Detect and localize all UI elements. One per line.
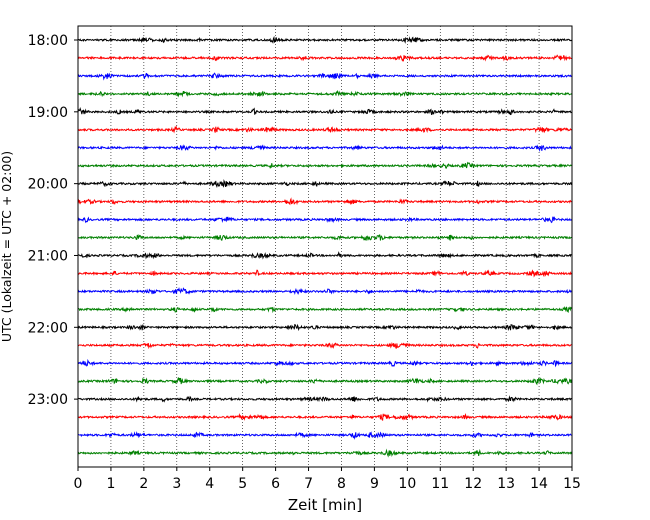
trace-line (77, 376, 573, 386)
x-tick-label: 14 (530, 476, 548, 492)
x-tick-label: 13 (497, 476, 515, 492)
trace-line (77, 35, 573, 44)
trace-line (77, 395, 573, 403)
trace-line (77, 305, 573, 314)
trace-line (77, 178, 573, 188)
trace-line (77, 431, 573, 440)
y-tick-label: 21:00 (28, 248, 68, 264)
trace-line (77, 341, 573, 350)
trace-line (77, 197, 573, 206)
y-tick-label: 22:00 (28, 320, 68, 336)
trace-line (77, 234, 573, 241)
x-tick-label: 11 (431, 476, 449, 492)
y-tick-label: 20:00 (28, 177, 68, 193)
x-tick-label: 15 (563, 476, 581, 492)
trace-line (77, 216, 573, 224)
y-tick-label: 18:00 (28, 33, 68, 49)
trace-line (77, 448, 573, 458)
y-axis-label: UTC (Lokalzeit = UTC + 02:00) (0, 151, 14, 342)
x-tick-label: 5 (238, 476, 247, 492)
x-tick-label: 6 (271, 476, 280, 492)
x-tick-label: 2 (139, 476, 148, 492)
seismic-traces (77, 35, 573, 458)
x-axis-ticks: 0 1 2 3 4 5 6 7 8 9 10 11 12 13 14 15 (74, 467, 581, 492)
trace-line (77, 125, 573, 134)
trace-line (77, 89, 573, 98)
grid-lines (110, 26, 540, 467)
trace-line (77, 358, 573, 368)
x-tick-label: 0 (74, 476, 83, 492)
x-tick-label: 9 (370, 476, 379, 492)
x-axis-label: Zeit [min] (288, 496, 362, 514)
x-tick-label: 10 (398, 476, 416, 492)
x-tick-label: 12 (464, 476, 482, 492)
x-tick-label: 3 (172, 476, 181, 492)
trace-line (77, 54, 573, 63)
y-axis-ticks: 18:00 19:00 20:00 21:00 22:00 23:00 (28, 33, 78, 408)
trace-line (77, 413, 573, 421)
x-tick-label: 1 (106, 476, 115, 492)
trace-line (77, 107, 573, 116)
x-tick-label: 8 (337, 476, 346, 492)
x-tick-label: 4 (205, 476, 214, 492)
plot-frame (77, 25, 573, 468)
trace-line (77, 161, 573, 169)
trace-line (77, 269, 573, 278)
x-tick-label: 7 (304, 476, 313, 492)
y-tick-label: 23:00 (28, 392, 68, 408)
trace-line (77, 286, 573, 295)
trace-line (77, 251, 573, 260)
trace-line (77, 323, 573, 332)
trace-line (77, 72, 573, 81)
trace-line (77, 144, 573, 152)
y-tick-label: 19:00 (28, 105, 68, 121)
